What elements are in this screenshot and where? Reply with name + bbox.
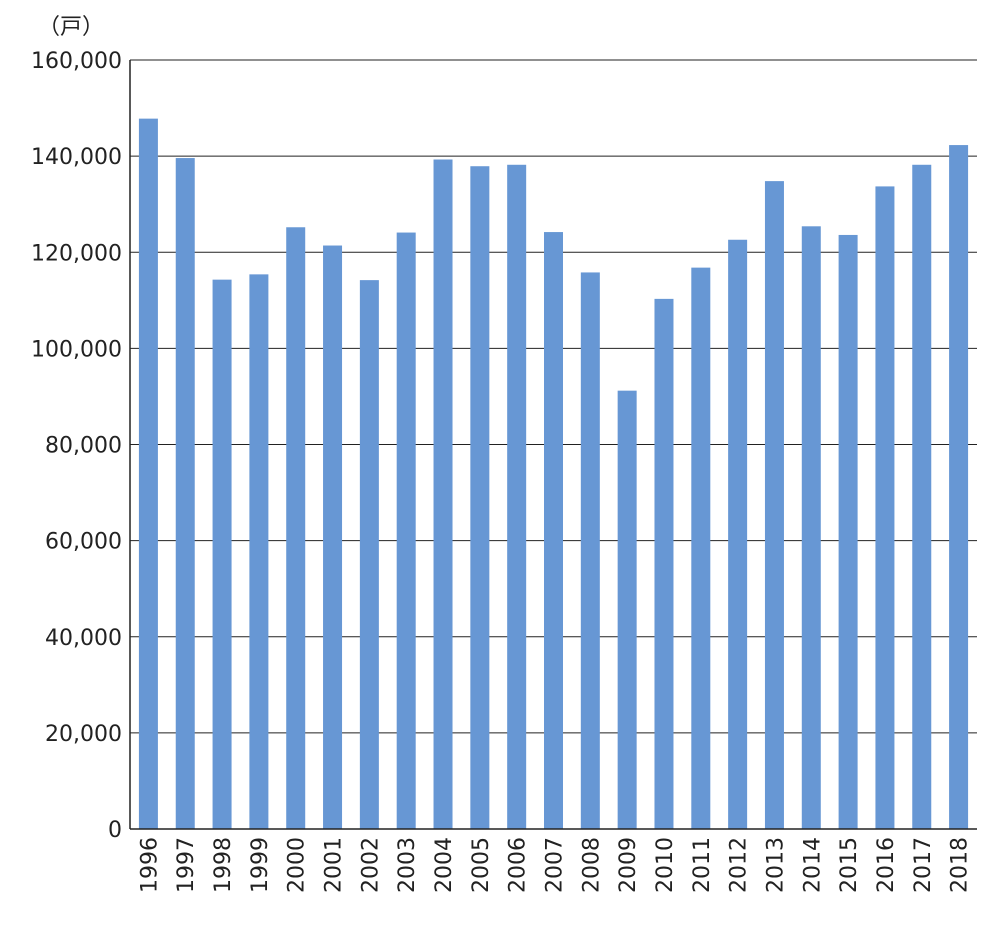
x-tick-label: 2003	[395, 837, 420, 893]
bar-1996	[138, 118, 158, 830]
x-tick-label: 2000	[285, 837, 310, 893]
x-tick-label: 2004	[432, 837, 457, 893]
bar-2012	[728, 239, 748, 829]
x-tick-label: 1997	[174, 837, 199, 893]
y-tick-label: 80,000	[45, 434, 122, 459]
x-tick-label: 2017	[911, 837, 936, 893]
bar-2006	[507, 164, 527, 829]
x-tick-label: 1998	[211, 837, 236, 893]
x-tick-label: 2012	[727, 837, 752, 893]
bar-2000	[286, 227, 306, 829]
bar-2002	[359, 280, 379, 830]
x-tick-label: 2015	[837, 837, 862, 893]
bar-2009	[617, 390, 637, 829]
bar-2008	[580, 272, 600, 829]
x-tick-label: 2018	[948, 837, 973, 893]
x-tick-label: 2009	[616, 837, 641, 893]
bar-2001	[323, 245, 343, 830]
x-tick-label: 2011	[690, 837, 715, 893]
bar-2014	[801, 226, 821, 829]
bar-1998	[212, 279, 232, 829]
x-tick-label: 2007	[543, 837, 568, 893]
y-axis-ticks: 0 20,000 40,000 60,000 80,000 100,000 120,000 1…	[31, 49, 122, 843]
y-axis-unit-label: （戸）	[38, 15, 104, 40]
x-tick-label: 2002	[358, 837, 383, 893]
bar-2005	[470, 166, 490, 829]
x-tick-label: 2016	[874, 837, 899, 893]
bar-2018	[949, 145, 969, 829]
x-tick-label: 2006	[506, 837, 531, 893]
bar-2007	[544, 232, 563, 830]
x-tick-label: 1996	[137, 837, 162, 893]
y-tick-label: 160,000	[31, 49, 122, 74]
y-tick-label: 140,000	[31, 145, 122, 170]
x-tick-label: 2010	[653, 837, 678, 893]
x-tick-label: 1999	[248, 837, 273, 893]
x-tick-label: 2005	[469, 837, 494, 893]
y-tick-label: 100,000	[31, 337, 122, 362]
bar-2004	[433, 159, 453, 829]
bar-2015	[838, 234, 858, 829]
bar-2011	[691, 267, 711, 829]
x-tick-label: 2001	[322, 837, 347, 893]
x-tick-label: 2008	[579, 837, 604, 893]
bar-2013	[764, 181, 784, 829]
bar-2017	[912, 164, 932, 829]
bar-2010	[654, 298, 674, 830]
y-tick-label: 40,000	[45, 626, 122, 651]
bar-1999	[249, 274, 269, 829]
y-tick-label: 120,000	[31, 241, 122, 266]
y-tick-label: 0	[108, 818, 122, 843]
x-tick-label: 2013	[763, 837, 788, 893]
x-axis-ticks: 1996 1997 1998 1999 2000 2001 2002 2003 2004 2005…	[137, 837, 972, 893]
bar-1997	[175, 158, 195, 830]
bar-2016	[875, 186, 895, 830]
bar-2003	[396, 232, 416, 829]
bars	[138, 118, 969, 830]
y-tick-label: 20,000	[45, 722, 122, 747]
x-tick-label: 2014	[800, 837, 825, 893]
y-tick-label: 60,000	[45, 530, 122, 555]
